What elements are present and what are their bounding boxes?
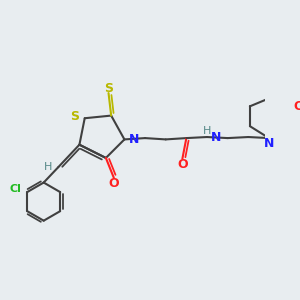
Text: S: S xyxy=(70,110,79,123)
Text: O: O xyxy=(109,177,119,190)
Text: H: H xyxy=(44,162,52,172)
Text: N: N xyxy=(211,130,221,143)
Text: O: O xyxy=(177,158,188,170)
Text: Cl: Cl xyxy=(10,184,21,194)
Text: N: N xyxy=(129,133,140,146)
Text: S: S xyxy=(104,82,113,95)
Text: N: N xyxy=(264,137,274,150)
Text: H: H xyxy=(203,126,211,136)
Text: O: O xyxy=(294,100,300,113)
